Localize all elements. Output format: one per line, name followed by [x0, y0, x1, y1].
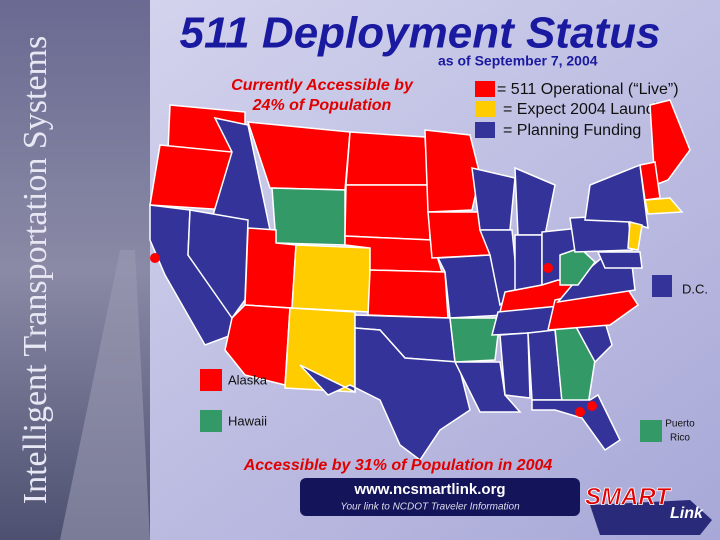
logo-main: SMART — [585, 483, 672, 510]
banner-url: www.ncsmartlink.org — [353, 481, 505, 498]
hawaii-swatch — [200, 410, 222, 432]
alaska-swatch — [200, 369, 222, 391]
current-note: 24% of Population — [252, 97, 392, 114]
logo: SMART Link — [585, 483, 712, 535]
hawaii-label: Hawaii — [228, 413, 267, 428]
dc-swatch — [652, 275, 672, 297]
legend-text: = Planning Funding — [503, 122, 641, 139]
current-note: Currently Accessible by — [231, 77, 414, 94]
future-note: Accessible by 31% of Population in 2004 — [243, 457, 553, 474]
road — [60, 250, 150, 540]
legend-swatch — [475, 122, 495, 138]
legend-swatch — [475, 81, 495, 97]
dc-label: D.C. — [682, 281, 708, 296]
title: 511 Deployment Status — [180, 9, 661, 58]
sidebar-title: Intelligent Transportation Systems — [17, 36, 54, 504]
logo-sub: Link — [670, 505, 704, 522]
alaska-label: Alaska — [228, 372, 268, 387]
legend-text: = Expect 2004 Launch — [503, 101, 663, 118]
puerto-rico-swatch — [640, 420, 662, 442]
puerto-rico-label: Puerto — [665, 419, 695, 430]
us-map — [149, 99, 691, 462]
banner-tagline: Your link to NCDOT Traveler Information — [340, 502, 520, 513]
puerto-rico-label: Rico — [670, 433, 690, 444]
legend-text: = 511 Operational (“Live”) — [497, 81, 679, 98]
legend-swatch — [475, 101, 495, 117]
subtitle: as of September 7, 2004 — [438, 53, 598, 69]
banner — [300, 478, 580, 516]
